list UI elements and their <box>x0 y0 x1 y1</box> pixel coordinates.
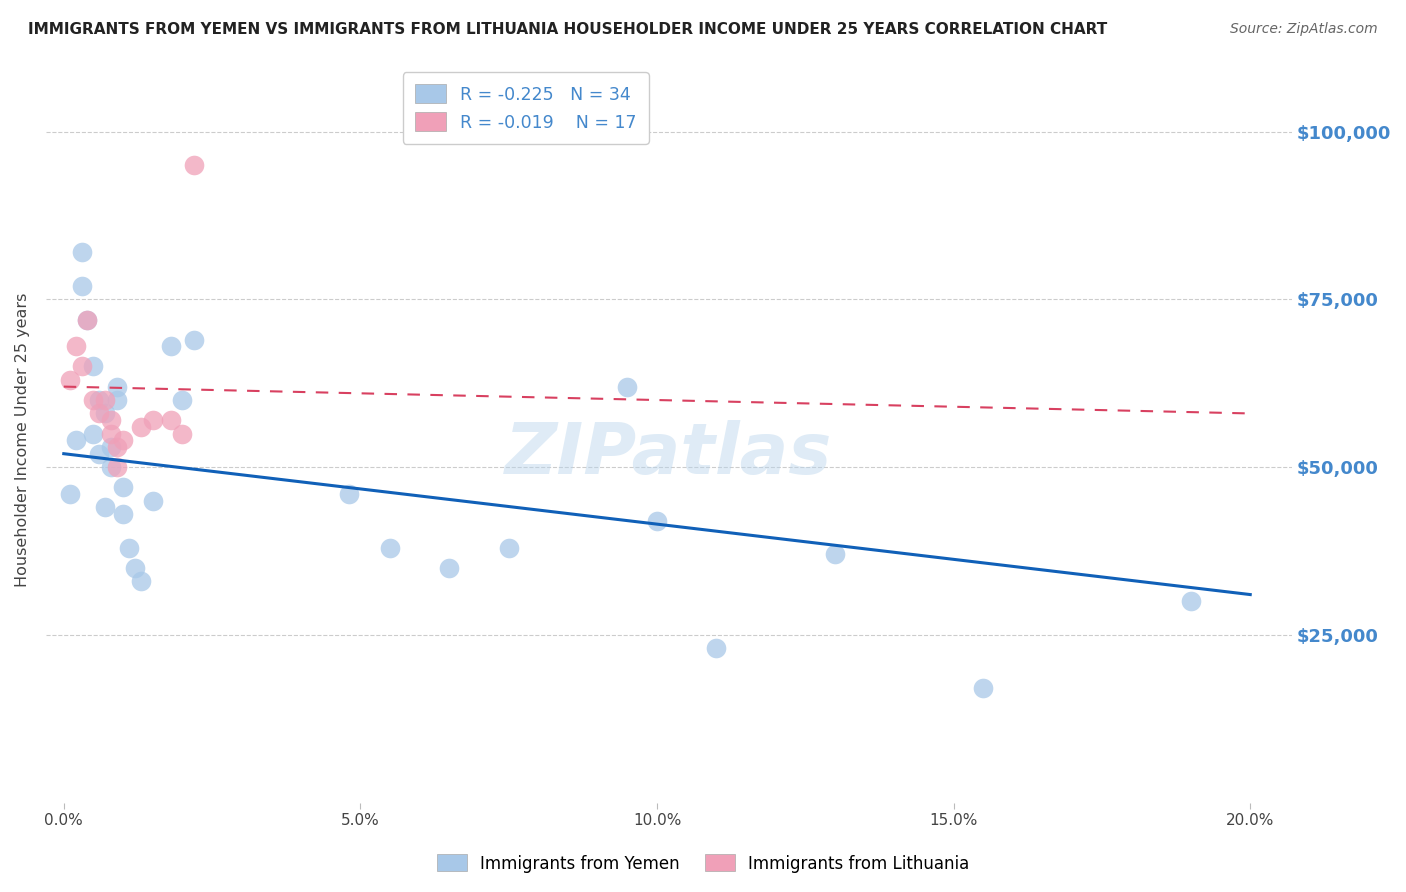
Point <box>105 440 128 454</box>
Point <box>112 480 135 494</box>
Point <box>76 312 98 326</box>
Point <box>76 312 98 326</box>
Point <box>378 541 401 555</box>
Text: ZIPatlas: ZIPatlas <box>505 420 832 490</box>
Point <box>183 158 205 172</box>
Point <box>118 541 141 555</box>
Point <box>645 514 668 528</box>
Legend: Immigrants from Yemen, Immigrants from Lithuania: Immigrants from Yemen, Immigrants from L… <box>430 847 976 880</box>
Point <box>65 339 87 353</box>
Point <box>337 487 360 501</box>
Point <box>439 560 461 574</box>
Point <box>70 245 93 260</box>
Point <box>704 641 727 656</box>
Y-axis label: Householder Income Under 25 years: Householder Income Under 25 years <box>15 293 30 588</box>
Point <box>65 434 87 448</box>
Text: IMMIGRANTS FROM YEMEN VS IMMIGRANTS FROM LITHUANIA HOUSEHOLDER INCOME UNDER 25 Y: IMMIGRANTS FROM YEMEN VS IMMIGRANTS FROM… <box>28 22 1108 37</box>
Legend: R = -0.225   N = 34, R = -0.019    N = 17: R = -0.225 N = 34, R = -0.019 N = 17 <box>402 72 648 144</box>
Point <box>142 413 165 427</box>
Point <box>89 447 111 461</box>
Point <box>183 333 205 347</box>
Point <box>89 392 111 407</box>
Point <box>105 379 128 393</box>
Point <box>70 359 93 374</box>
Point <box>100 440 122 454</box>
Point <box>100 426 122 441</box>
Point <box>498 541 520 555</box>
Point <box>124 560 146 574</box>
Point <box>824 547 846 561</box>
Point <box>59 487 82 501</box>
Point <box>159 339 181 353</box>
Point <box>94 500 117 515</box>
Point <box>1180 594 1202 608</box>
Point <box>100 460 122 475</box>
Point <box>82 359 104 374</box>
Point <box>59 373 82 387</box>
Point <box>172 392 194 407</box>
Point <box>112 507 135 521</box>
Point <box>616 379 638 393</box>
Point <box>94 407 117 421</box>
Point <box>94 392 117 407</box>
Point <box>129 574 152 589</box>
Text: Source: ZipAtlas.com: Source: ZipAtlas.com <box>1230 22 1378 37</box>
Point <box>105 460 128 475</box>
Point <box>159 413 181 427</box>
Point <box>972 681 994 696</box>
Point <box>82 426 104 441</box>
Point <box>70 279 93 293</box>
Point <box>142 493 165 508</box>
Point <box>112 434 135 448</box>
Point <box>172 426 194 441</box>
Point <box>105 392 128 407</box>
Point <box>89 407 111 421</box>
Point <box>82 392 104 407</box>
Point <box>129 420 152 434</box>
Point <box>100 413 122 427</box>
